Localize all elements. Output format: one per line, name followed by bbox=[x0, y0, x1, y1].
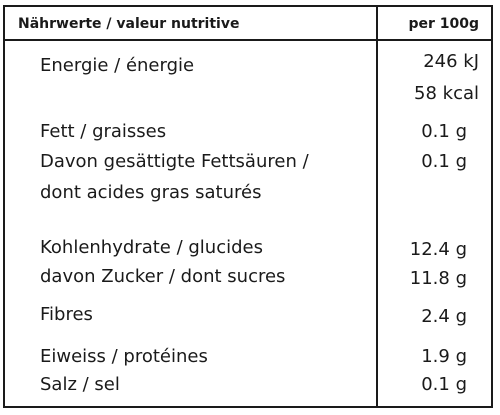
table-header: Nährwerte / valeur nutritive per 100g bbox=[5, 7, 491, 41]
row-energy-label: Energie / énergie bbox=[40, 55, 195, 76]
row-protein-value: 1.9 g bbox=[421, 346, 467, 367]
row-salt-label: Salz / sel bbox=[40, 374, 120, 395]
row-fibres-value: 2.4 g bbox=[421, 306, 467, 327]
column-divider bbox=[376, 7, 378, 406]
row-fat-label: Fett / graisses bbox=[40, 121, 167, 142]
row-fat-value: 0.1 g bbox=[421, 121, 467, 142]
row-saturated-label-line2: dont acides gras saturés bbox=[40, 182, 262, 203]
row-fibres-label: Fibres bbox=[40, 304, 93, 325]
row-energy-kj: 246 kJ bbox=[423, 51, 479, 72]
row-carbs-label: Kohlenhydrate / glucides bbox=[40, 237, 263, 258]
row-energy-kcal: 58 kcal bbox=[414, 83, 479, 104]
row-protein-label: Eiweiss / protéines bbox=[40, 346, 208, 367]
row-salt-value: 0.1 g bbox=[421, 374, 467, 395]
row-sugar-value: 11.8 g bbox=[409, 268, 467, 289]
row-saturated-value: 0.1 g bbox=[421, 151, 467, 172]
row-saturated-label-line1: Davon gesättigte Fettsäuren / bbox=[40, 151, 309, 172]
header-unit: per 100g bbox=[408, 16, 479, 32]
header-label: Nährwerte / valeur nutritive bbox=[18, 16, 240, 32]
nutrition-table: Nährwerte / valeur nutritive per 100g En… bbox=[3, 5, 493, 408]
row-carbs-value: 12.4 g bbox=[409, 239, 467, 260]
row-sugar-label: davon Zucker / dont sucres bbox=[40, 266, 286, 287]
